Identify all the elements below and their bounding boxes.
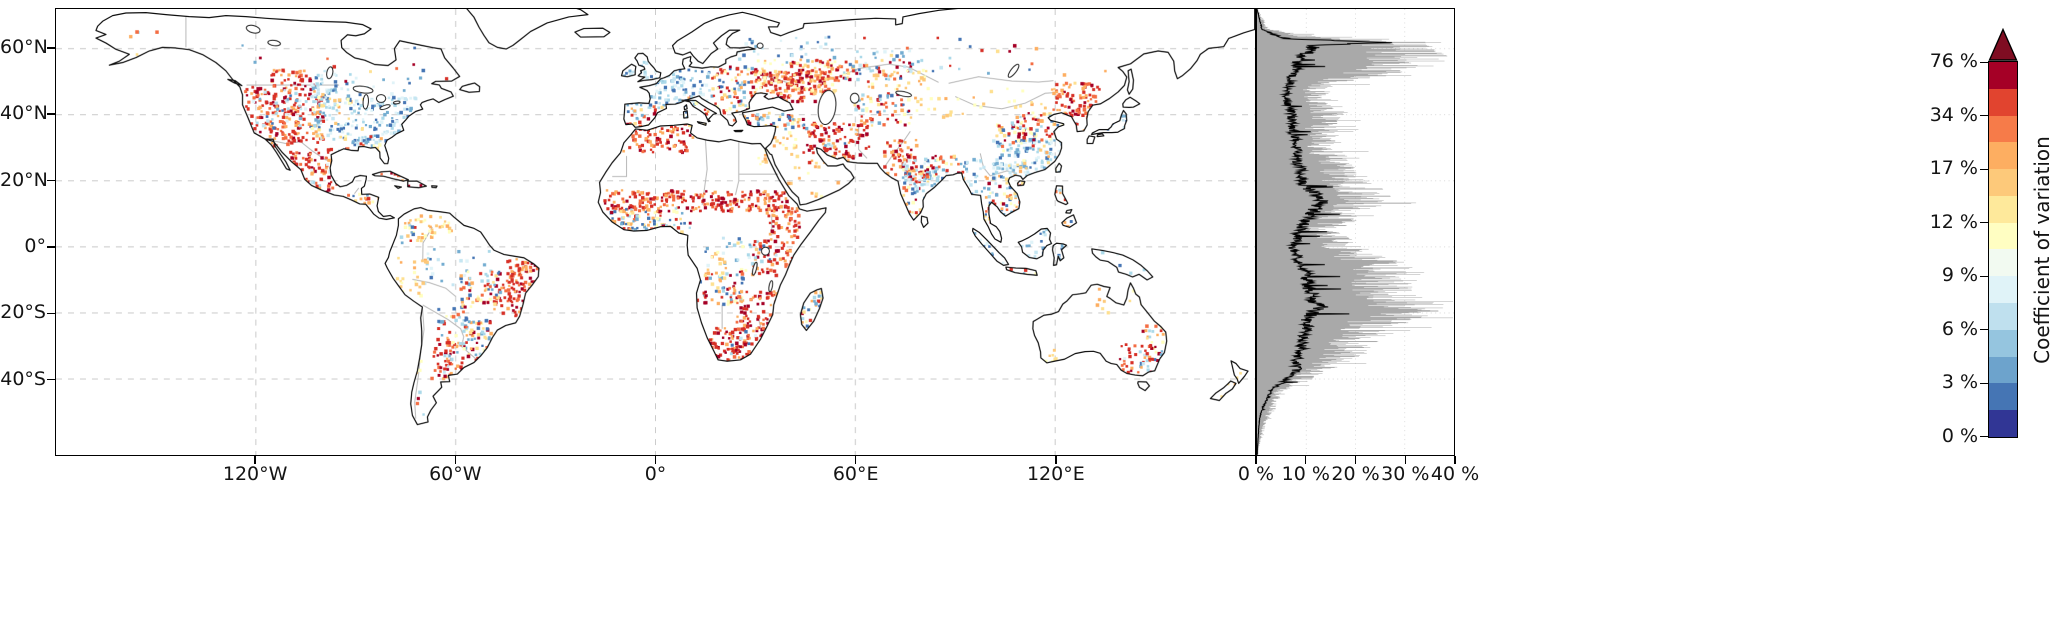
tick-mark — [654, 456, 657, 464]
map-y-tick-label: 0° — [24, 235, 46, 257]
colorbar-segment — [1989, 249, 2017, 277]
tick-mark — [454, 456, 457, 464]
colorbar-tick-label: 12 % — [1929, 210, 1978, 233]
tick-mark — [1404, 456, 1406, 464]
colorbar-over-arrow-icon — [1988, 28, 2018, 61]
colorbar-segment — [1989, 169, 2017, 196]
tick-mark — [1980, 61, 1988, 63]
profile-x-tick-label: 40 % — [1430, 463, 1480, 485]
colorbar-segment — [1989, 410, 2017, 437]
tick-mark — [1454, 456, 1456, 464]
tick-mark — [1980, 329, 1988, 331]
colorbar-segment — [1989, 115, 2017, 143]
map-x-tick-label: 120°W — [222, 463, 288, 485]
tick-mark — [47, 246, 55, 248]
colorbar-over-arrow-shape — [1988, 28, 2018, 61]
tick-mark — [1055, 456, 1057, 464]
tick-mark — [1255, 456, 1257, 464]
world-map-canvas — [56, 9, 1255, 455]
map-y-tick-label: 20°S — [0, 301, 46, 324]
tick-mark — [1980, 222, 1988, 224]
zonal-profile-canvas — [1257, 9, 1454, 455]
tick-mark — [1305, 456, 1307, 464]
map-panel — [55, 8, 1256, 456]
map-x-tick-label: 60°E — [832, 463, 879, 485]
tick-mark — [1980, 275, 1988, 277]
colorbar-segment — [1989, 356, 2017, 384]
map-y-tick-label: 60°N — [0, 35, 48, 58]
tick-mark — [1980, 436, 1988, 438]
profile-x-tick-label: 10 % — [1281, 463, 1330, 485]
colorbar-segment — [1989, 383, 2017, 411]
tick-mark — [254, 456, 256, 464]
map-y-tick-label: 20°N — [0, 168, 48, 191]
map-x-tick-label: 120°E — [1026, 463, 1085, 485]
tick-mark — [47, 378, 55, 381]
colorbar-tick-label: 9 % — [1941, 264, 1978, 287]
colorbar-tick-label: 17 % — [1929, 157, 1978, 180]
colorbar-segment — [1989, 142, 2017, 170]
colorbar — [1988, 61, 2018, 438]
map-y-tick-label: 40°S — [0, 367, 46, 390]
profile-x-tick-label: 20 % — [1331, 463, 1380, 485]
map-x-tick-label: 0° — [644, 463, 667, 485]
colorbar-tick-label: 6 % — [1941, 317, 1978, 340]
colorbar-tick-label: 34 % — [1929, 103, 1978, 126]
colorbar-segment — [1989, 329, 2017, 357]
tick-mark — [1980, 115, 1988, 117]
tick-mark — [47, 312, 55, 314]
colorbar-segment — [1989, 303, 2017, 330]
colorbar-segment — [1989, 88, 2017, 116]
colorbar-tick-label: 76 % — [1929, 50, 1978, 73]
tick-mark — [47, 113, 55, 115]
tick-mark — [47, 47, 55, 49]
colorbar-segment — [1989, 62, 2017, 89]
zonal-profile-panel — [1256, 8, 1455, 456]
profile-x-tick-label: 0 % — [1237, 463, 1275, 485]
map-y-tick-label: 40°N — [0, 102, 48, 125]
profile-x-tick-label: 30 % — [1381, 463, 1430, 485]
colorbar-tick-label: 3 % — [1941, 371, 1978, 394]
colorbar-segment — [1989, 195, 2017, 223]
map-x-tick-label: 60°W — [429, 463, 482, 485]
tick-mark — [1980, 382, 1988, 384]
tick-mark — [1980, 168, 1988, 170]
colorbar-tick-label: 0 % — [1941, 424, 1978, 447]
colorbar-segment — [1989, 276, 2017, 304]
tick-mark — [1354, 456, 1357, 464]
colorbar-axis-label: Coefficient of variation — [2030, 136, 2054, 364]
colorbar-segment — [1989, 222, 2017, 250]
tick-mark — [47, 179, 55, 182]
tick-mark — [854, 456, 857, 464]
